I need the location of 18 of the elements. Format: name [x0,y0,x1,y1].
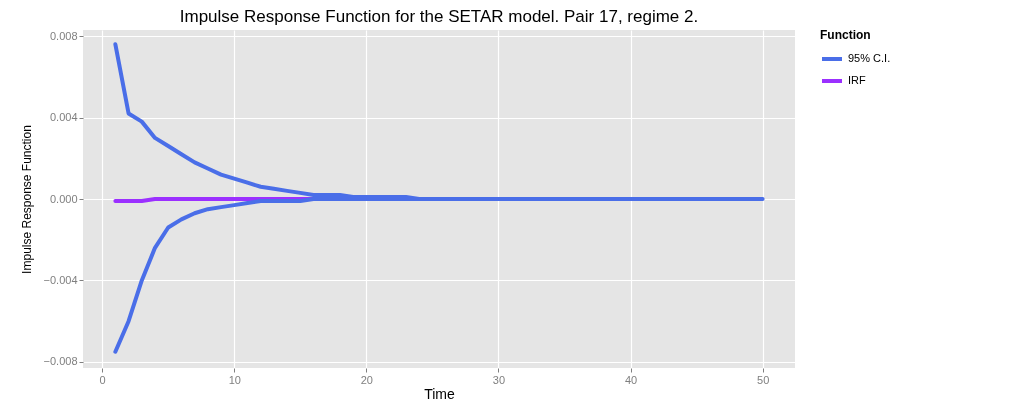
line-series [113,42,765,354]
y-tick-label: 0.008 [49,29,78,42]
x-tick-label: 20 [360,373,373,386]
y-axis-title: Impulse Response Function [19,125,34,274]
y-tick-label: −0.004 [43,273,78,286]
legend-title: Function [820,28,871,42]
x-tick-label: 40 [624,373,638,386]
legend-label: 95% C.I. [848,52,891,64]
x-tick-label: 50 [757,373,770,386]
chart-title: Impulse Response Function for the SETAR model. Pair 17, regime 2. [179,7,699,26]
y-tick-label: −0.008 [43,355,78,368]
x-tick-label: 0 [99,373,106,386]
x-tick-label: 10 [228,373,241,386]
y-tick-label: 0.000 [49,192,78,205]
x-tick-label: 30 [492,373,506,386]
legend-label: IRF [848,74,866,86]
y-tick-label: 0.004 [49,111,78,124]
x-axis-title: Time [424,385,456,402]
